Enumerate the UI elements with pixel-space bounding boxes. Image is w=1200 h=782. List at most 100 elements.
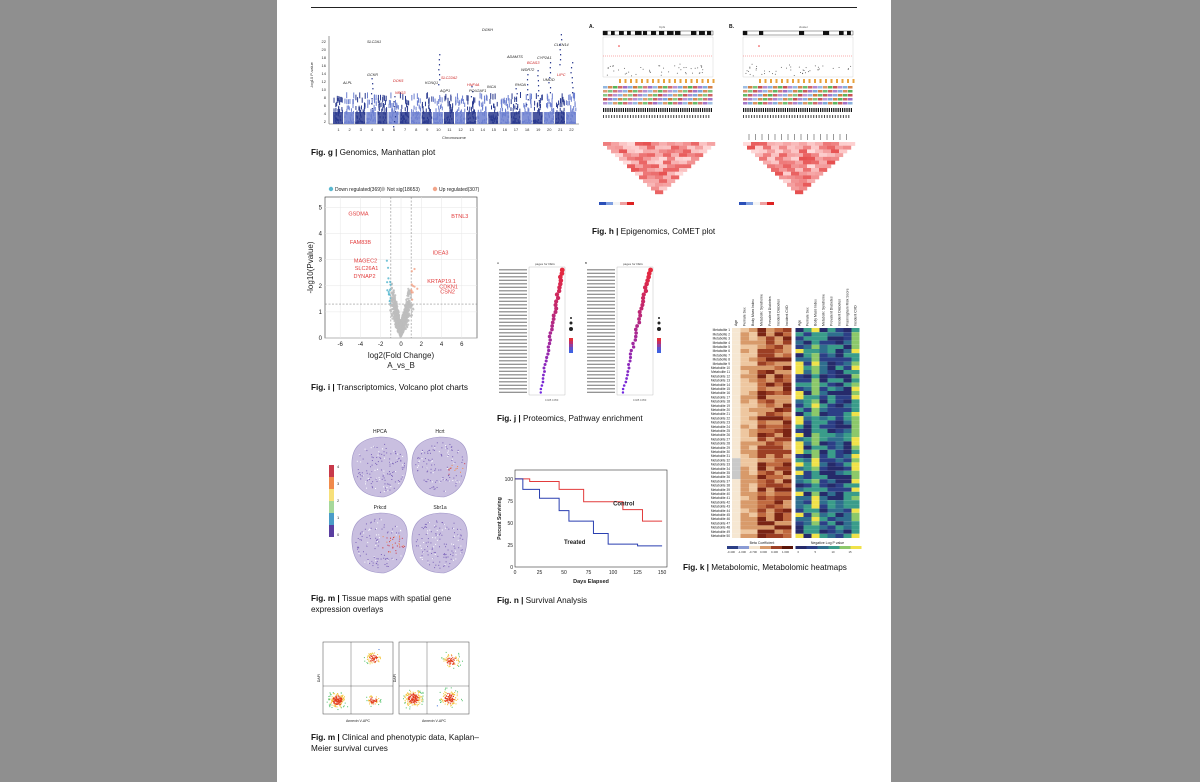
chromosome-20 — [543, 93, 555, 124]
enrichment-dot — [631, 345, 636, 349]
heat-cell — [774, 353, 783, 358]
pathway-term — [587, 367, 615, 369]
event-dot — [336, 697, 338, 699]
event-dot — [413, 695, 415, 697]
chromosome-tick: 4 — [371, 127, 374, 132]
row-label: Metabolite 46 — [711, 517, 730, 521]
chromosome-tick: 13 — [469, 127, 474, 132]
barcode-bar — [793, 108, 795, 112]
heat-cell — [835, 386, 844, 391]
event-dot — [408, 703, 410, 705]
ld-cell — [779, 145, 788, 150]
caption-label: Fig. k | — [683, 563, 709, 572]
caption-fig-j: Fig. j | Proteomics, Pathway enrichment — [497, 414, 697, 425]
snp-point — [538, 109, 540, 113]
expression-spot — [373, 556, 375, 558]
expression-spot — [403, 467, 405, 469]
expression-spot — [377, 461, 379, 463]
row-label: Metabolite 50 — [711, 534, 730, 538]
event-dot — [340, 707, 342, 709]
ld-cell — [803, 160, 812, 165]
heat-cell — [835, 361, 844, 366]
expression-spot — [360, 461, 362, 463]
heat-cell — [851, 491, 860, 496]
gene-label: KCNQ1 — [425, 81, 438, 85]
snp-point — [405, 98, 407, 104]
expression-spot — [439, 532, 441, 534]
column-label: Metabolic Syndrome — [760, 294, 764, 326]
expression-spot — [417, 457, 419, 459]
barcode-bar — [749, 108, 751, 112]
expression-spot — [453, 532, 455, 534]
expression-spot — [390, 461, 392, 463]
ld-cell — [683, 164, 692, 169]
track-segment — [633, 94, 638, 97]
heat-cell — [774, 357, 783, 362]
heat-cell — [811, 533, 820, 538]
event-dot — [331, 698, 333, 700]
heat-cell — [766, 403, 775, 408]
snp-point — [368, 99, 370, 105]
heat-cell — [740, 512, 749, 517]
barcode-bar — [699, 108, 701, 112]
heat-cell — [749, 487, 758, 492]
snp-band — [488, 112, 499, 124]
expression-spot — [429, 550, 431, 552]
expression-spot — [376, 539, 378, 541]
barcode-bar — [693, 108, 695, 112]
event-dot — [331, 696, 333, 698]
heat-cell — [732, 365, 741, 370]
row-label: Metabolite 42 — [711, 500, 730, 504]
event-dot — [376, 658, 378, 660]
snp-point — [571, 108, 573, 112]
heat-cell — [740, 357, 749, 362]
expression-spot — [371, 486, 373, 488]
heat-cell — [783, 517, 792, 522]
heat-cell — [851, 433, 860, 438]
ld-cell — [783, 171, 792, 176]
heat-cell — [843, 483, 852, 488]
peak-point — [515, 103, 517, 105]
heat-cell — [803, 357, 812, 362]
barcode-bar — [675, 108, 677, 112]
event-dot — [338, 703, 340, 705]
event-dot — [417, 690, 419, 692]
event-dot — [332, 698, 334, 700]
barcode-bar — [638, 108, 640, 112]
barcode-bar — [708, 115, 710, 118]
gene-point — [387, 293, 391, 296]
gene-point — [396, 311, 400, 315]
column-label: Prevalent Diabetes — [768, 296, 772, 326]
event-dot — [370, 699, 372, 701]
expression-spot — [439, 527, 441, 529]
snp-point — [551, 107, 553, 112]
barcode-bar — [770, 115, 771, 118]
heat-cell — [766, 407, 775, 412]
event-dot — [410, 700, 412, 702]
heat-cell — [757, 500, 766, 505]
expression-spot — [357, 546, 359, 548]
heat-cell — [827, 449, 836, 454]
heat-cell — [740, 504, 749, 509]
snp-point — [484, 98, 486, 104]
heat-cell — [757, 328, 766, 333]
heat-cell — [732, 449, 741, 454]
expression-spot — [372, 562, 374, 564]
expression-spot — [385, 487, 387, 489]
event-dot — [408, 693, 410, 695]
event-dot — [409, 692, 411, 694]
heat-cell — [835, 353, 844, 358]
pathway-term — [499, 353, 527, 355]
heat-cell — [740, 428, 749, 433]
expression-spot — [378, 451, 380, 453]
ld-cell — [607, 145, 616, 150]
chromosome-tick: 19 — [536, 127, 541, 132]
expression-spot — [359, 555, 361, 557]
expression-spot — [387, 565, 389, 567]
barcode-bar — [778, 108, 780, 112]
expression-spot — [376, 446, 378, 448]
heat-cell — [774, 386, 783, 391]
snp-point — [539, 97, 541, 104]
row-label: Metabolite 20 — [711, 408, 730, 412]
heat-cell — [795, 441, 804, 446]
